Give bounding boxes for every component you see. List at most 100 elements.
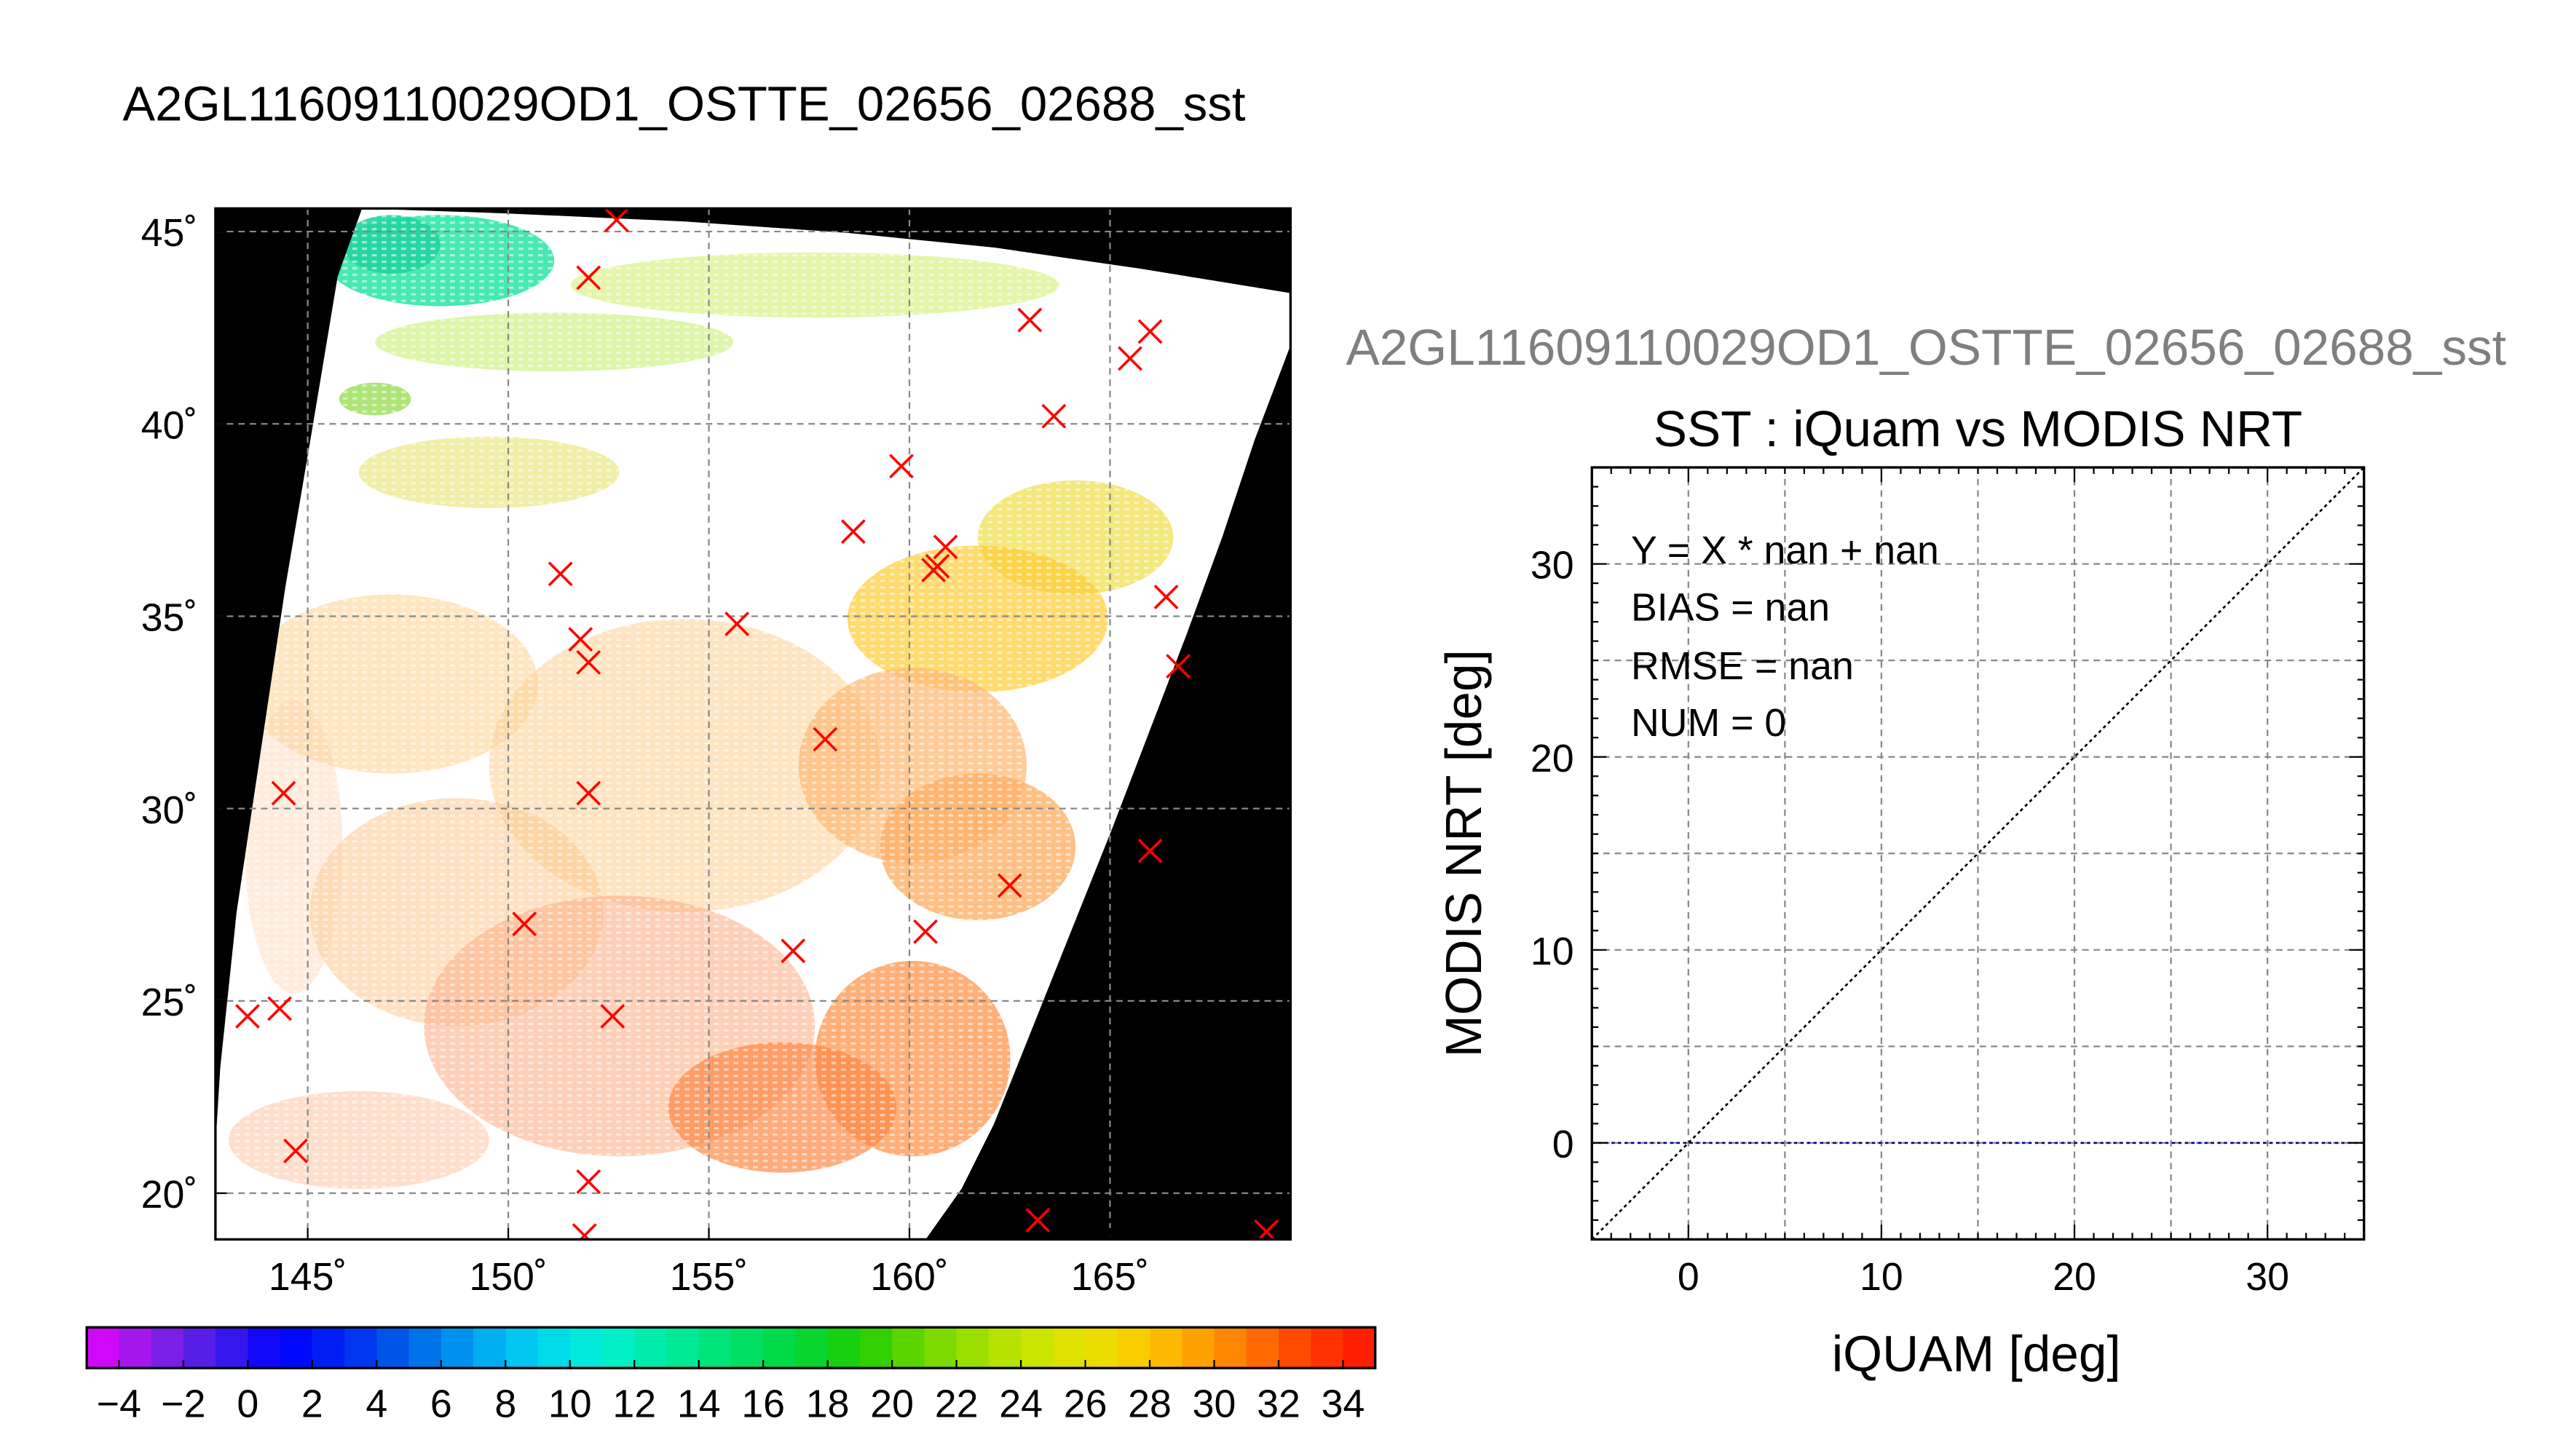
- colorbar-cell: [1343, 1327, 1376, 1369]
- colorbar-cell: [248, 1327, 281, 1369]
- match-point-marker: [1137, 319, 1163, 344]
- match-point-marker: [1153, 585, 1179, 609]
- colorbar-tick-label: −4: [97, 1382, 141, 1425]
- colorbar-cell: [666, 1327, 700, 1369]
- colorbar: −4 −2 0 2 4 6 8 10 12 14 16 18 20 22 24 26 28 30 32 34: [85, 1326, 1377, 1425]
- match-point-marker: [600, 1004, 625, 1029]
- scatter-x-tick-label: 10: [1860, 1255, 1903, 1299]
- colorbar-tick-label: 22: [935, 1382, 979, 1425]
- colorbar-ticks: −4 −2 0 2 4 6 8 10 12 14 16 18 20 22 24 26 28 30 32 34: [97, 1360, 1365, 1425]
- colorbar-tick-label: 2: [301, 1382, 323, 1425]
- colorbar-cell: [1279, 1327, 1312, 1369]
- scatter-title: SST : iQuam vs MODIS NRT: [1654, 400, 2302, 457]
- colorbar-cell: [1053, 1327, 1086, 1369]
- colorbar-tick-label: 8: [494, 1382, 516, 1425]
- colorbar-cell: [344, 1327, 378, 1369]
- stats-rmse: RMSE = nan: [1631, 644, 1854, 688]
- colorbar-cell: [408, 1327, 442, 1369]
- match-point-marker: [781, 938, 806, 964]
- colorbar-cell: [827, 1327, 861, 1369]
- colorbar-cell: [730, 1327, 765, 1369]
- colorbar-cell: [924, 1327, 957, 1369]
- colorbar-cell: [1311, 1327, 1344, 1369]
- match-point-marker: [235, 1004, 260, 1029]
- map-x-tick-label: 160˚: [870, 1255, 948, 1299]
- colorbar-tick-label: 34: [1322, 1382, 1365, 1425]
- match-point-marker: [933, 534, 958, 560]
- colorbar-cell: [1117, 1327, 1150, 1369]
- match-point-marker: [576, 1169, 601, 1195]
- map-y-tick-label: 45˚: [141, 211, 198, 255]
- match-point-marker: [283, 1139, 308, 1163]
- match-point-marker: [1118, 346, 1142, 371]
- colorbar-cell: [376, 1327, 410, 1369]
- match-point-marker: [1017, 307, 1043, 333]
- match-point-marker: [576, 780, 601, 806]
- colorbar-cell: [119, 1327, 152, 1369]
- colorbar-tick-label: 14: [677, 1382, 721, 1425]
- match-point-marker: [921, 558, 946, 582]
- colorbar-cell: [441, 1327, 474, 1369]
- colorbar-cell: [601, 1327, 636, 1369]
- colorbar-tick-label: 26: [1064, 1382, 1107, 1425]
- match-point-marker: [840, 519, 866, 545]
- colorbar-tick-label: −2: [161, 1382, 205, 1425]
- scatter-y-tick-label: 10: [1531, 930, 1574, 973]
- colorbar-tick-label: 12: [612, 1382, 656, 1425]
- colorbar-tick-label: 10: [548, 1382, 592, 1425]
- scatter-grid: [1592, 467, 2364, 1240]
- match-point-marker: [724, 612, 750, 636]
- match-point-marker: [271, 780, 296, 806]
- colorbar-cell: [956, 1327, 990, 1369]
- colorbar-tick-label: 16: [741, 1382, 785, 1425]
- colorbar-tick-label: 0: [237, 1382, 258, 1425]
- sst-map: 145˚ 150˚ 155˚ 160˚ 165˚ 20˚ 25˚ 30˚ 35˚ 40˚ 45˚: [141, 207, 1292, 1299]
- colorbar-cell: [151, 1327, 184, 1369]
- map-x-ticks: 145˚ 150˚ 155˚ 160˚ 165˚: [269, 1227, 1149, 1299]
- colorbar-tick-label: 24: [999, 1382, 1043, 1425]
- colorbar-cell: [859, 1327, 893, 1369]
- match-point-marker: [1166, 654, 1191, 679]
- colorbar-cell: [795, 1327, 829, 1369]
- colorbar-tick-label: 4: [366, 1382, 387, 1425]
- stats-equation: Y = X * nan + nan: [1631, 529, 1939, 572]
- map-y-tick-label: 35˚: [141, 596, 198, 640]
- colorbar-cell: [87, 1327, 120, 1369]
- scatter-ticks: 0 10 20 30 0 10 20 30: [1531, 466, 2365, 1299]
- match-point-marker: [813, 727, 838, 752]
- scatter-y-tick-label: 30: [1531, 544, 1574, 587]
- colorbar-cell: [505, 1327, 539, 1369]
- colorbar-cell: [763, 1327, 797, 1369]
- colorbar-cell: [1021, 1327, 1054, 1369]
- colorbar-cell: [312, 1327, 345, 1369]
- colorbar-cell: [216, 1327, 249, 1369]
- map-y-tick-label: 40˚: [141, 403, 198, 447]
- match-point-marker: [997, 873, 1022, 898]
- map-y-tick-label: 20˚: [141, 1173, 198, 1216]
- scatter-y-tick-label: 20: [1531, 737, 1574, 780]
- match-point-marker: [889, 454, 914, 479]
- scatter-x-tick-label: 0: [1678, 1255, 1699, 1299]
- match-point-marker: [1041, 403, 1067, 429]
- match-point-marker: [1025, 1208, 1051, 1233]
- map-y-tick-label: 30˚: [141, 788, 198, 832]
- match-point-marker: [604, 208, 629, 233]
- colorbar-tick-label: 28: [1128, 1382, 1172, 1425]
- match-point-marker: [913, 919, 938, 944]
- match-point-marker: [1137, 838, 1163, 863]
- stats-box: Y = X * nan + nan BIAS = nan RMSE = nan …: [1631, 529, 1939, 745]
- colorbar-tick-label: 30: [1193, 1382, 1236, 1425]
- colorbar-cell: [183, 1327, 217, 1369]
- colorbar-tick-label: 18: [806, 1382, 850, 1425]
- scatter-x-tick-label: 30: [2246, 1255, 2289, 1299]
- colorbar-cell: [1182, 1327, 1215, 1369]
- scatter-subtitle: A2GL11609110029OD1_OSTTE_02656_02688_sst: [1346, 319, 2506, 376]
- colorbar-cell: [280, 1327, 313, 1369]
- match-point-marker: [576, 265, 601, 290]
- colorbar-tick-label: 32: [1257, 1382, 1300, 1425]
- map-x-tick-label: 165˚: [1071, 1255, 1149, 1299]
- scatter-y-label: MODIS NRT [deg]: [1435, 649, 1492, 1057]
- colorbar-cell: [698, 1327, 732, 1369]
- match-point-marker: [568, 627, 593, 652]
